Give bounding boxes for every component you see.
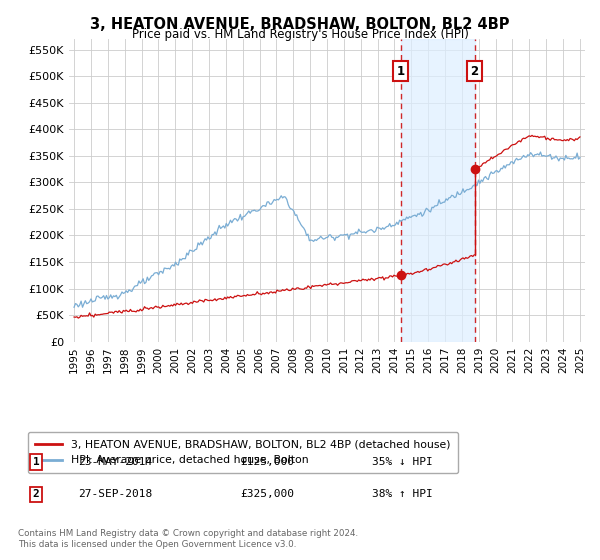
Text: Price paid vs. HM Land Registry's House Price Index (HPI): Price paid vs. HM Land Registry's House … [131,28,469,41]
Text: 2: 2 [470,64,479,77]
Text: 2: 2 [32,489,40,500]
Text: £125,000: £125,000 [240,457,294,467]
Text: 23-MAY-2014: 23-MAY-2014 [78,457,152,467]
Text: 1: 1 [397,64,405,77]
Text: 27-SEP-2018: 27-SEP-2018 [78,489,152,500]
Text: 35% ↓ HPI: 35% ↓ HPI [372,457,433,467]
Text: 38% ↑ HPI: 38% ↑ HPI [372,489,433,500]
Text: 3, HEATON AVENUE, BRADSHAW, BOLTON, BL2 4BP: 3, HEATON AVENUE, BRADSHAW, BOLTON, BL2 … [90,17,510,32]
Text: 1: 1 [32,457,40,467]
Legend: 3, HEATON AVENUE, BRADSHAW, BOLTON, BL2 4BP (detached house), HPI: Average price: 3, HEATON AVENUE, BRADSHAW, BOLTON, BL2 … [28,432,458,473]
Text: Contains HM Land Registry data © Crown copyright and database right 2024.
This d: Contains HM Land Registry data © Crown c… [18,529,358,549]
Text: £325,000: £325,000 [240,489,294,500]
Bar [401,39,475,342]
